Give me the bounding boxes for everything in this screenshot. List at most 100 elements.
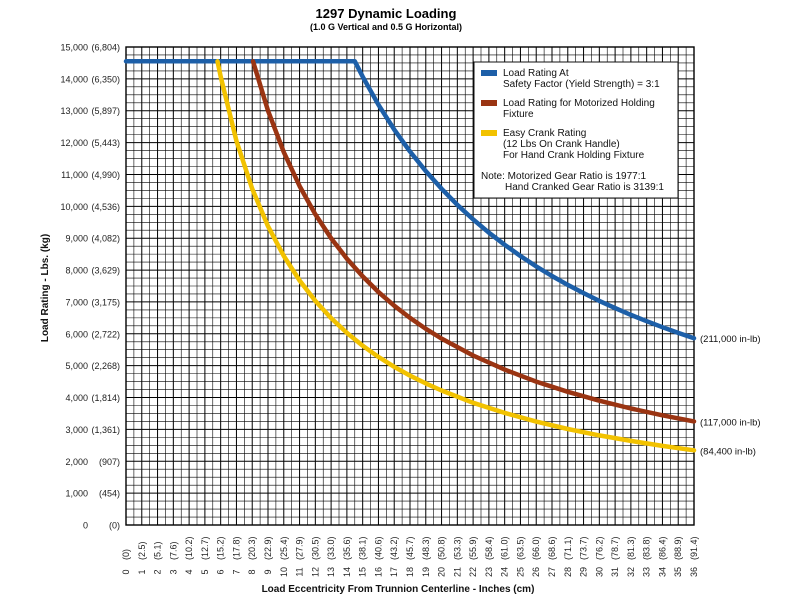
y-tick-label: 9,000 [65,234,88,244]
x-tick-label: 20 [437,567,447,577]
x-tick-label: 4 [184,569,194,574]
x-tick-label-cm: (30.5) [310,536,320,560]
x-tick-label: 11 [295,567,305,576]
y-tick-label: 5,000 [65,361,88,371]
legend-label-3: Easy Crank Rating [503,128,586,139]
legend-swatch-3 [481,130,497,136]
legend-label-3: (12 Lbs On Crank Handle) [503,139,620,150]
legend-label-2: Fixture [503,109,534,120]
x-tick-label: 25 [515,567,525,577]
y-tick-label-kg: (907) [99,457,120,467]
y-tick-label-kg: (6,350) [91,74,120,84]
x-tick-label: 31 [610,567,620,577]
x-tick-label-cm: (88.9) [673,536,683,560]
x-tick-label: 16 [373,567,383,577]
y-axis-label: Load Rating - Lbs. (kg) [40,234,51,342]
x-tick-label-cm: (17.8) [231,536,241,560]
x-tick-label-cm: (48.3) [421,536,431,560]
legend-label-2: Load Rating for Motorized Holding [503,98,655,109]
y-tick-label-kg: (5,443) [91,138,120,148]
x-tick-label: 19 [421,567,431,577]
x-tick-label: 12 [310,567,320,577]
x-tick-label: 26 [531,567,541,577]
y-tick-label-kg: (4,536) [91,202,120,212]
y-axis-ticks: 0 (0) 1,000 (454) 2,000 (907) 3,000 (1,361) 4,00… [60,43,120,531]
x-tick-label: 21 [452,567,462,577]
y-tick-label: 13,000 [60,106,88,116]
legend-label-1: Load Rating At [503,68,569,79]
x-tick-label: 33 [642,567,652,577]
x-tick-label-cm: (15.2) [216,536,226,560]
x-tick-label: 29 [579,567,589,577]
chart-subtitle: (1.0 G Vertical and 0.5 G Horizontal) [310,22,462,32]
x-tick-label-cm: (91.4) [689,536,699,560]
x-tick-label: 35 [673,567,683,577]
y-tick-label: 12,000 [60,138,88,148]
legend-label-3: For Hand Crank Holding Fixture [503,150,645,161]
legend-swatch-1 [481,70,497,76]
x-tick-label: 3 [168,569,178,574]
y-tick-label-kg: (1,814) [91,393,120,403]
x-tick-label: 10 [279,567,289,577]
y-tick-label: 10,000 [60,202,88,212]
x-tick-label: 13 [326,567,336,577]
x-tick-label-cm: (43.2) [389,536,399,560]
x-tick-label: 28 [563,567,573,577]
legend-note: Note: Motorized Gear Ratio is 1977:1 [481,171,647,182]
x-tick-label-cm: (0) [121,549,131,560]
x-tick-label: 15 [358,567,368,577]
y-tick-label: 4,000 [65,393,88,403]
x-tick-label: 30 [594,567,604,577]
x-tick-label-cm: (76.2) [594,536,604,560]
x-tick-label: 5 [200,569,210,574]
x-tick-label-cm: (73.7) [579,536,589,560]
x-tick-label-cm: (5.1) [153,541,163,560]
x-tick-label-cm: (78.7) [610,536,620,560]
x-tick-label-cm: (12.7) [200,536,210,560]
y-tick-label: 2,000 [65,457,88,467]
series-end-label-3: (84,400 in-lb) [700,446,756,457]
y-tick-label: 14,000 [60,74,88,84]
y-tick-label: 0 [83,521,88,531]
x-tick-label-cm: (22.9) [263,536,273,560]
y-tick-label-kg: (2,268) [91,361,120,371]
y-tick-label: 3,000 [65,425,88,435]
x-tick-label: 8 [247,569,257,574]
x-tick-label-cm: (83.8) [642,536,652,560]
plot-border [125,46,695,526]
x-tick-label-cm: (66.0) [531,536,541,560]
x-tick-label-cm: (10.2) [184,536,194,560]
x-tick-label-cm: (25.4) [279,536,289,560]
x-tick-label: 7 [231,569,241,574]
x-tick-label: 9 [263,569,273,574]
y-tick-label-kg: (5,897) [91,106,120,116]
x-tick-label-cm: (71.1) [563,536,573,560]
y-tick-label-kg: (6,804) [91,43,120,53]
x-tick-label: 32 [626,567,636,577]
series-lines [123,59,697,453]
y-tick-label: 6,000 [65,329,88,339]
x-tick-label: 24 [500,567,510,577]
x-tick-label: 0 [121,569,131,574]
x-tick-label-cm: (61.0) [500,536,510,560]
x-tick-label: 1 [137,569,147,574]
x-tick-label-cm: (86.4) [657,536,667,560]
legend-swatch-2 [481,100,497,106]
x-tick-label-cm: (33.0) [326,536,336,560]
series-end-label-2: (117,000 in-lb) [700,417,761,428]
x-tick-label: 14 [342,567,352,577]
x-tick-label-cm: (40.6) [373,536,383,560]
y-tick-label: 7,000 [65,297,88,307]
series-line-1 [123,59,697,341]
y-tick-label-kg: (3,629) [91,266,120,276]
y-tick-label-kg: (4,082) [91,234,120,244]
x-tick-label: 6 [216,569,226,574]
x-tick-label-cm: (20.3) [247,536,257,560]
x-tick-label: 17 [389,567,399,577]
y-tick-label-kg: (0) [109,521,120,531]
x-axis-ticks: 0 (0) 1 (2.5) 2 (5.1) 3 (7.6) 4 (10.2) 5 (12.7) 6 (15… [121,536,699,577]
x-tick-label: 2 [153,569,163,574]
x-tick-label-cm: (53.3) [452,536,462,560]
